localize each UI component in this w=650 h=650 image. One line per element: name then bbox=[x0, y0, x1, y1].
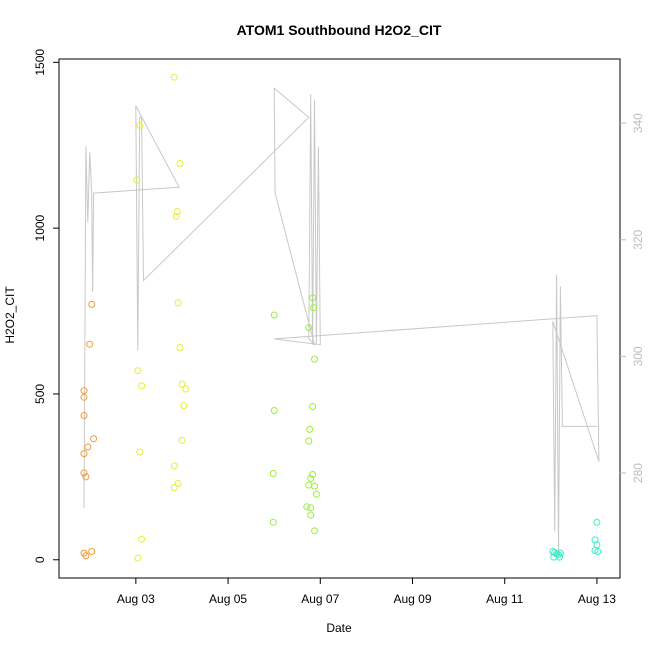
data-point bbox=[270, 407, 278, 414]
data-point bbox=[80, 393, 88, 401]
data-point bbox=[309, 403, 317, 410]
data-point bbox=[174, 480, 182, 487]
data-point bbox=[176, 344, 184, 351]
data-point bbox=[138, 382, 146, 390]
x-axis-label: Date bbox=[326, 621, 352, 635]
y2-tick-label: 300 bbox=[631, 346, 645, 366]
data-point bbox=[88, 300, 96, 308]
data-point bbox=[307, 511, 315, 519]
x-tick-label: Aug 07 bbox=[301, 592, 339, 606]
data-point bbox=[80, 450, 88, 458]
data-point bbox=[303, 503, 311, 511]
data-point bbox=[170, 73, 178, 81]
y-tick-label: 1000 bbox=[33, 214, 47, 241]
data-point bbox=[311, 355, 318, 363]
data-point bbox=[178, 380, 186, 388]
y2-tick-label: 340 bbox=[631, 113, 645, 133]
data-point bbox=[593, 518, 601, 526]
data-point bbox=[138, 535, 146, 543]
x-tick-label: Aug 03 bbox=[117, 592, 155, 606]
data-point bbox=[305, 481, 313, 489]
points-series bbox=[80, 73, 602, 562]
data-point bbox=[172, 213, 180, 220]
y-axis-right: 280 300 320 340 bbox=[620, 113, 645, 483]
data-point bbox=[133, 176, 141, 184]
data-point bbox=[82, 552, 90, 560]
data-point bbox=[556, 553, 563, 561]
x-axis: Aug 03 Aug 05 Aug 07 Aug 09 Aug 11 Aug 13 bbox=[117, 578, 616, 606]
data-point bbox=[134, 367, 142, 375]
data-point bbox=[80, 412, 88, 419]
data-point bbox=[270, 311, 278, 319]
secondary-line bbox=[83, 87, 600, 555]
y-tick-label: 1500 bbox=[33, 49, 47, 76]
y-axis-left: 0 500 1000 1500 bbox=[33, 49, 59, 563]
data-point bbox=[305, 324, 313, 332]
data-point bbox=[311, 482, 318, 490]
data-point bbox=[174, 299, 182, 307]
secondary-series bbox=[83, 87, 600, 555]
data-point bbox=[180, 402, 188, 410]
data-point bbox=[306, 425, 314, 433]
x-tick-label: Aug 09 bbox=[393, 592, 431, 606]
data-point bbox=[312, 490, 320, 498]
data-point bbox=[173, 208, 181, 215]
data-point bbox=[311, 527, 318, 535]
y-tick-label: 500 bbox=[33, 384, 47, 404]
data-point bbox=[178, 436, 186, 444]
data-point bbox=[134, 554, 142, 562]
x-tick-label: Aug 05 bbox=[209, 592, 247, 606]
data-point bbox=[84, 443, 92, 451]
data-point bbox=[82, 473, 90, 481]
data-point bbox=[182, 385, 190, 393]
data-point bbox=[269, 470, 277, 477]
x-tick-label: Aug 11 bbox=[486, 592, 523, 606]
data-point bbox=[170, 484, 178, 491]
y-axis-label: H2O2_CIT bbox=[3, 286, 17, 344]
data-point bbox=[269, 518, 277, 526]
data-point bbox=[136, 121, 144, 129]
data-point bbox=[591, 547, 599, 554]
data-point bbox=[307, 475, 315, 482]
data-point bbox=[556, 549, 564, 557]
data-point bbox=[80, 387, 88, 395]
data-point bbox=[170, 462, 178, 470]
data-point bbox=[80, 469, 88, 477]
data-point bbox=[594, 548, 602, 555]
data-point bbox=[310, 304, 318, 312]
data-point bbox=[88, 548, 96, 555]
data-point bbox=[90, 435, 98, 443]
plot-frame bbox=[58, 58, 621, 579]
y2-tick-label: 320 bbox=[631, 229, 645, 249]
data-point bbox=[309, 471, 317, 478]
y-tick-label: 0 bbox=[33, 556, 47, 563]
data-point bbox=[305, 437, 313, 445]
y2-tick-label: 280 bbox=[631, 463, 645, 483]
data-point bbox=[86, 340, 94, 348]
chart-title: ATOM1 Southbound H2O2_CIT bbox=[237, 22, 442, 38]
data-point bbox=[176, 160, 184, 167]
data-point bbox=[307, 504, 315, 512]
x-tick-label: Aug 13 bbox=[578, 592, 616, 606]
data-point bbox=[136, 448, 144, 456]
data-point bbox=[309, 294, 317, 302]
